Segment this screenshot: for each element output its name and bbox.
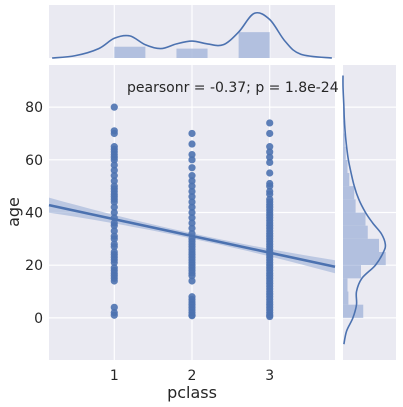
scatter-point <box>266 153 274 161</box>
top-marginal-histogram <box>114 32 270 58</box>
scatter-point <box>188 208 196 217</box>
right-hist-bar <box>343 172 350 187</box>
scatter-point <box>266 312 274 321</box>
scatter-point <box>188 177 196 185</box>
y-axis-label: age <box>4 197 23 227</box>
scatter-point <box>266 143 274 151</box>
y-tick-label: 0 <box>34 311 43 327</box>
scatter-point <box>110 222 118 230</box>
right-hist-bar <box>343 120 344 134</box>
scatter-point <box>188 164 196 172</box>
x-tick-label: 1 <box>110 368 119 384</box>
scatter-point <box>266 182 274 190</box>
scatter-point <box>110 208 118 217</box>
x-tick-label: 3 <box>265 368 274 384</box>
y-tick-label: 20 <box>25 258 43 274</box>
y-tick-label: 40 <box>25 206 43 222</box>
scatter-point <box>110 258 118 267</box>
main-scatter-panel: pearsonr = -0.37; p = 1.8e-24 <box>48 65 339 360</box>
scatter-point <box>188 172 196 180</box>
scatter-point <box>266 119 274 127</box>
right-hist-bar <box>343 186 355 200</box>
pearson-annotation: pearsonr = -0.37; p = 1.8e-24 <box>127 80 339 96</box>
top-kde-curve <box>52 11 332 59</box>
scatter-point <box>188 182 196 190</box>
right-hist-bar <box>343 133 345 147</box>
right-hist-bar <box>343 291 349 305</box>
top-marginal-panel <box>49 5 335 59</box>
right-hist-bar <box>343 146 346 160</box>
scatter-point <box>110 156 118 164</box>
scatter-point <box>188 193 196 201</box>
scatter-point <box>110 227 118 235</box>
scatter-point <box>110 198 118 206</box>
right-hist-bar <box>343 212 366 226</box>
scatter-point <box>188 312 196 320</box>
top-marginal-kde <box>52 11 332 59</box>
scatter-point <box>110 303 118 311</box>
scatter-point <box>188 150 196 159</box>
scatter-point <box>188 214 196 222</box>
scatter-point <box>110 166 118 174</box>
scatter-point <box>188 224 196 232</box>
scatter-points <box>110 103 274 321</box>
scatter-point <box>110 103 118 111</box>
x-tick-labels: 1 2 3 <box>110 368 274 384</box>
scatter-point <box>110 177 118 185</box>
scatter-point <box>110 172 118 180</box>
right-marginal-kde <box>342 75 387 345</box>
top-hist-bar <box>238 32 270 58</box>
scatter-point <box>110 277 118 285</box>
right-hist-bar <box>343 238 379 253</box>
right-kde-curve <box>342 75 387 345</box>
right-hist-bar <box>343 199 356 213</box>
right-hist-bar <box>343 265 361 279</box>
scatter-point <box>188 219 196 227</box>
right-hist-bar <box>343 159 348 173</box>
scatter-point <box>110 129 118 138</box>
right-hist-bar <box>343 225 368 239</box>
y-tick-label: 80 <box>25 100 43 116</box>
scatter-point <box>188 272 196 280</box>
x-axis-label: pclass <box>167 383 217 402</box>
scatter-point <box>188 187 196 196</box>
scatter-point <box>188 277 196 285</box>
scatter-point <box>110 243 118 251</box>
scatter-point <box>110 203 118 211</box>
regression-line <box>48 203 336 269</box>
scatter-point <box>188 198 196 206</box>
scatter-point <box>266 190 274 198</box>
y-tick-label: 60 <box>25 153 43 169</box>
scatter-point <box>110 311 118 319</box>
right-hist-bar <box>343 252 386 266</box>
scatter-point <box>110 235 118 243</box>
right-marginal-panel <box>342 65 396 360</box>
top-hist-bar <box>114 46 146 58</box>
right-hist-bar <box>343 304 364 318</box>
right-hist-bar <box>343 278 348 292</box>
top-hist-bar <box>176 48 208 58</box>
scatter-point <box>266 158 274 167</box>
regression-line-path <box>48 203 336 269</box>
scatter-point <box>188 140 196 148</box>
scatter-point <box>110 161 118 169</box>
right-marginal-histogram <box>343 107 386 318</box>
scatter-point <box>188 129 196 138</box>
scatter-point <box>266 129 274 138</box>
scatter-point <box>266 148 274 156</box>
scatter-point <box>188 203 196 211</box>
scatter-point <box>188 156 196 164</box>
x-tick-label: 2 <box>188 368 197 384</box>
scatter-point <box>266 169 274 177</box>
y-tick-labels: 0 20 40 60 80 <box>25 100 43 327</box>
